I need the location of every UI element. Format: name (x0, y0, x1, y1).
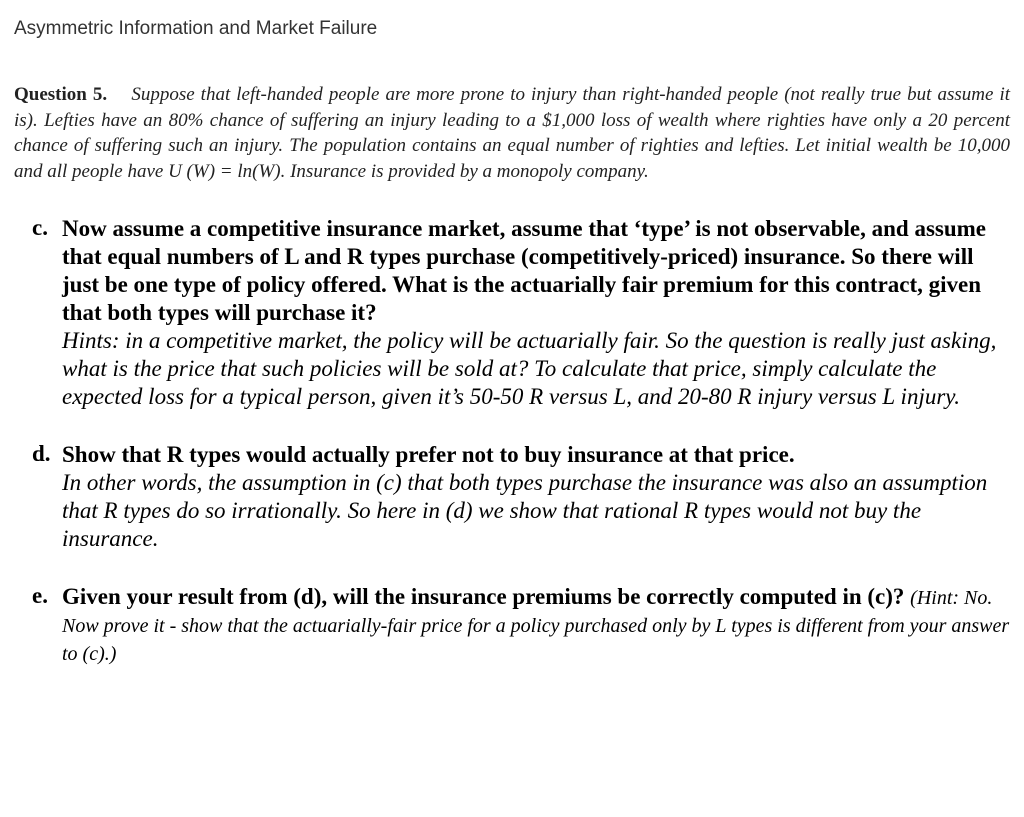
part-d-hint: In other words, the assumption in (c) th… (62, 469, 1010, 553)
part-e-question: Given your result from (d), will the ins… (62, 584, 910, 609)
part-d-content: Show that R types would actually prefer … (62, 441, 1010, 553)
question-intro: Question 5. Suppose that left-handed peo… (14, 82, 1010, 185)
part-c-hint: Hints: in a competitive market, the poli… (62, 327, 1010, 411)
part-c-question: Now assume a competitive insurance marke… (62, 215, 1010, 327)
page-title: Asymmetric Information and Market Failur… (14, 18, 1010, 40)
question-body: Suppose that left-handed people are more… (14, 84, 1010, 182)
part-c: c. Now assume a competitive insurance ma… (14, 215, 1010, 411)
part-e-letter: e. (32, 583, 62, 609)
part-d-question: Show that R types would actually prefer … (62, 441, 1010, 469)
part-d: d. Show that R types would actually pref… (14, 441, 1010, 553)
part-d-letter: d. (32, 441, 62, 467)
part-e-content: Given your result from (d), will the ins… (62, 583, 1010, 667)
part-c-letter: c. (32, 215, 62, 241)
question-label: Question 5. (14, 84, 107, 105)
part-c-content: Now assume a competitive insurance marke… (62, 215, 1010, 411)
part-e: e. Given your result from (d), will the … (14, 583, 1010, 667)
